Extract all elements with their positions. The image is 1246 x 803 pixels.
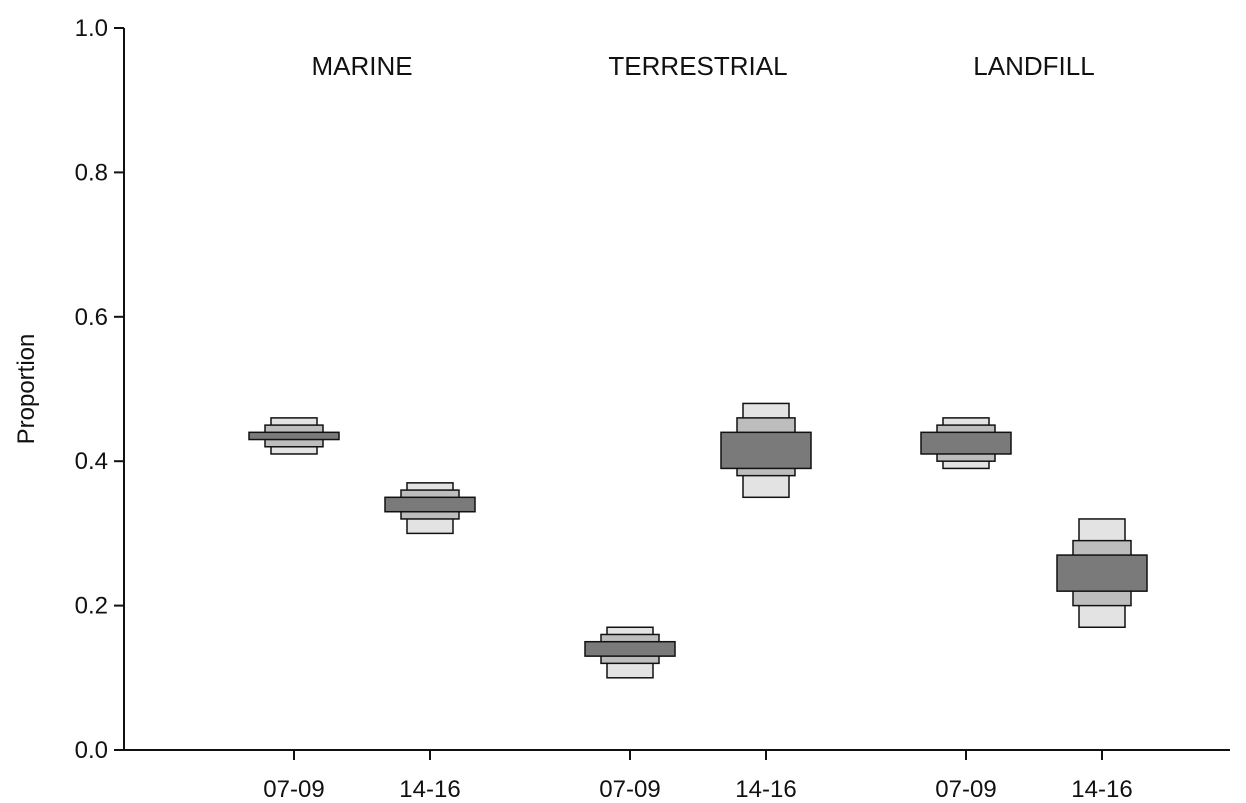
interval-inner-terrestrial-14-16	[720, 431, 812, 470]
interval-inner-marine-14-16	[384, 496, 476, 513]
x-tick-label: 14-16	[399, 776, 460, 803]
y-tick-label: 0.2	[75, 593, 108, 620]
y-axis-title: Proportion	[13, 334, 40, 445]
interval-inner-landfill-14-16	[1056, 554, 1148, 592]
interval-marks	[248, 402, 1148, 679]
interval-inner-marine-07-09	[248, 431, 340, 441]
axes	[114, 27, 1230, 760]
group-label: TERRESTRIAL	[608, 51, 787, 81]
y-tick-label: 0.6	[75, 304, 108, 331]
y-tick-label: 0.8	[75, 159, 108, 186]
y-tick-label: 1.0	[75, 15, 108, 42]
x-tick-label: 07-09	[599, 776, 660, 803]
x-tick-label: 14-16	[735, 776, 796, 803]
chart-labels: 0.0 0.2 0.4 0.6 0.8 1.0 Proportion MARINE 07-09 1…	[13, 15, 1133, 803]
interval-inner-terrestrial-07-09	[584, 640, 676, 657]
y-tick-label: 0.0	[75, 737, 108, 764]
group-label: MARINE	[311, 51, 412, 81]
group-label: LANDFILL	[973, 51, 1094, 81]
interval-inner-landfill-07-09	[920, 431, 1012, 455]
x-tick-label: 07-09	[935, 776, 996, 803]
x-tick-label: 14-16	[1071, 776, 1132, 803]
y-tick-label: 0.4	[75, 448, 108, 475]
x-tick-label: 07-09	[263, 776, 324, 803]
